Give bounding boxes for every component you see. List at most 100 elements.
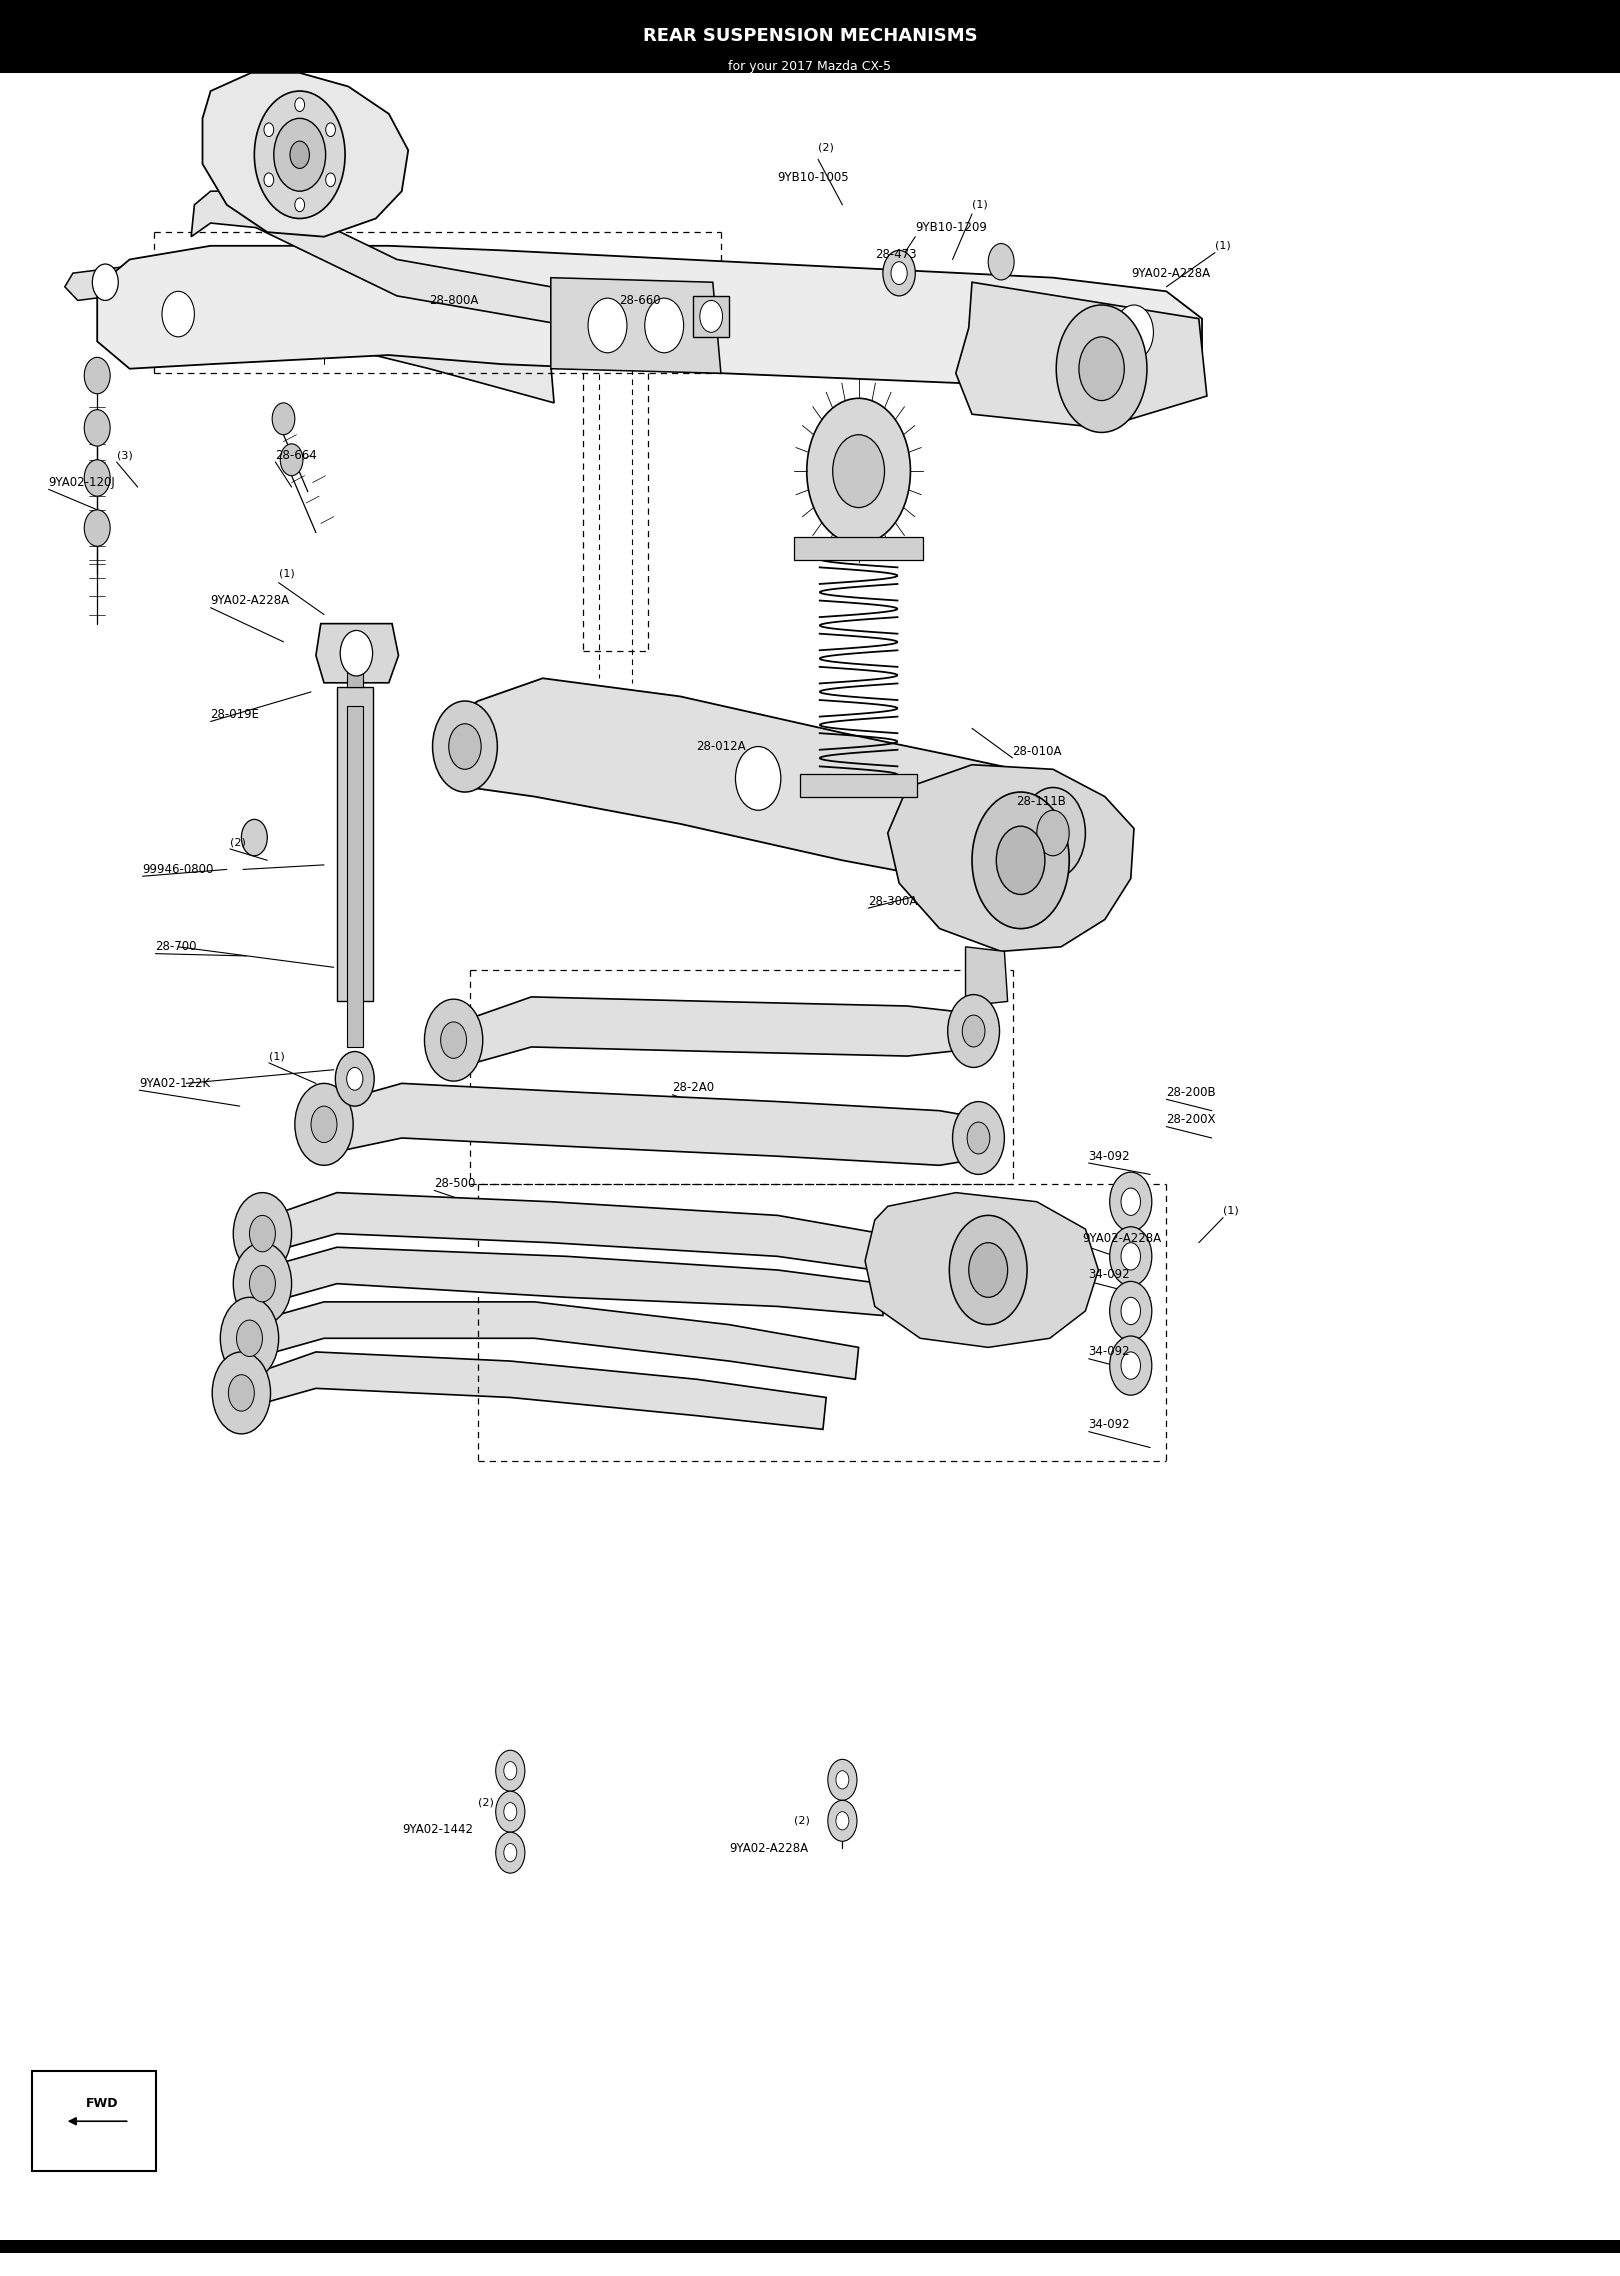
Circle shape (807, 398, 910, 544)
Circle shape (433, 701, 497, 792)
Polygon shape (240, 1193, 907, 1275)
Polygon shape (219, 1352, 826, 1429)
Circle shape (220, 1297, 279, 1379)
Circle shape (948, 995, 1000, 1067)
Circle shape (836, 1771, 849, 1789)
Circle shape (988, 244, 1014, 280)
Circle shape (1121, 1297, 1140, 1325)
Circle shape (645, 298, 684, 353)
Text: 9YA02-1442: 9YA02-1442 (402, 1823, 473, 1837)
Text: 28-660: 28-660 (619, 294, 661, 307)
Polygon shape (316, 624, 399, 683)
Polygon shape (65, 264, 149, 300)
Circle shape (735, 747, 781, 810)
Text: (2): (2) (478, 1798, 494, 1807)
Bar (347, 651, 363, 687)
Text: REAR SUSPENSION MECHANISMS: REAR SUSPENSION MECHANISMS (643, 27, 977, 46)
Polygon shape (138, 264, 554, 403)
Circle shape (969, 1243, 1008, 1297)
Text: (2): (2) (230, 838, 246, 847)
Text: 34-092: 34-092 (1089, 1418, 1131, 1432)
Circle shape (84, 357, 110, 394)
Polygon shape (865, 1193, 1098, 1347)
Text: 28-800A: 28-800A (429, 294, 478, 307)
Circle shape (891, 262, 907, 284)
Circle shape (264, 173, 274, 187)
Circle shape (504, 1844, 517, 1862)
Circle shape (883, 250, 915, 296)
Circle shape (340, 630, 373, 676)
Circle shape (424, 999, 483, 1081)
Circle shape (953, 1102, 1004, 1174)
Text: (2): (2) (794, 1816, 810, 1825)
Text: 28-200X: 28-200X (1166, 1113, 1217, 1127)
Circle shape (828, 1759, 857, 1800)
Bar (337, 687, 373, 1001)
Circle shape (1110, 1336, 1152, 1395)
Text: 28-300A: 28-300A (868, 894, 917, 908)
Circle shape (967, 1122, 990, 1154)
Polygon shape (240, 1247, 883, 1316)
Circle shape (496, 1791, 525, 1832)
Text: (2): (2) (818, 143, 834, 152)
Circle shape (504, 1762, 517, 1780)
Text: (3): (3) (117, 451, 133, 460)
Circle shape (233, 1193, 292, 1275)
Text: 34-092: 34-092 (1089, 1268, 1131, 1281)
Polygon shape (441, 678, 1076, 892)
Bar (0, 0, 1620, 73)
Text: 9YA02-A228A: 9YA02-A228A (211, 594, 290, 608)
Circle shape (836, 1812, 849, 1830)
Circle shape (162, 291, 194, 337)
Circle shape (264, 123, 274, 137)
Circle shape (274, 118, 326, 191)
Circle shape (272, 403, 295, 435)
Text: (1): (1) (269, 1052, 285, 1061)
Circle shape (280, 444, 303, 476)
Text: 28-019E: 28-019E (211, 708, 259, 721)
Circle shape (700, 300, 723, 332)
Text: 34-092: 34-092 (1089, 1149, 1131, 1163)
Circle shape (241, 819, 267, 856)
Bar (347, 706, 363, 1047)
Polygon shape (956, 282, 1207, 428)
Circle shape (1110, 1172, 1152, 1231)
Bar (32, 2071, 156, 2171)
Circle shape (233, 1243, 292, 1325)
Text: 28-2A0: 28-2A0 (672, 1081, 714, 1095)
Polygon shape (305, 1083, 995, 1165)
Circle shape (962, 1015, 985, 1047)
Bar (800, 774, 917, 797)
Polygon shape (888, 765, 1134, 951)
Text: 28-700: 28-700 (156, 940, 198, 954)
Text: 9YB10-1005: 9YB10-1005 (778, 171, 849, 184)
Text: (1): (1) (972, 200, 988, 209)
Circle shape (1079, 337, 1124, 401)
Circle shape (311, 1106, 337, 1143)
Text: 28-664: 28-664 (275, 448, 318, 462)
Circle shape (84, 510, 110, 546)
Text: 28-200B: 28-200B (1166, 1086, 1217, 1099)
Text: 28-473: 28-473 (875, 248, 917, 262)
Circle shape (833, 435, 885, 508)
Polygon shape (191, 191, 554, 323)
Polygon shape (227, 1302, 859, 1379)
Circle shape (326, 123, 335, 137)
Circle shape (496, 1750, 525, 1791)
Circle shape (972, 792, 1069, 929)
Text: 9YB10-1209: 9YB10-1209 (915, 221, 987, 234)
Circle shape (249, 1215, 275, 1252)
Polygon shape (551, 278, 721, 373)
Circle shape (1121, 1188, 1140, 1215)
Polygon shape (434, 997, 991, 1065)
Text: 99946-0800: 99946-0800 (143, 863, 214, 876)
Text: (1): (1) (1223, 1206, 1239, 1215)
Circle shape (84, 410, 110, 446)
Text: 9YA02-120J: 9YA02-120J (49, 476, 115, 489)
Bar (0, 2240, 1620, 2253)
Circle shape (1110, 1227, 1152, 1286)
Circle shape (228, 1375, 254, 1411)
Circle shape (326, 173, 335, 187)
Circle shape (449, 724, 481, 769)
Text: (1): (1) (1215, 241, 1231, 250)
